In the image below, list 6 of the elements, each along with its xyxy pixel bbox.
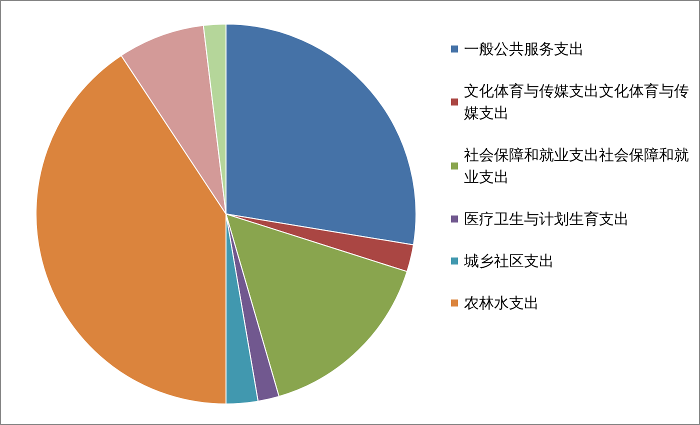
- legend-label: 医疗卫生与计划生育支出: [464, 210, 629, 228]
- legend-label: 城乡社区支出: [463, 252, 554, 270]
- legend-label: 农林水支出: [464, 294, 539, 312]
- legend-label: 社会保障和就业支出社会保障和就业支出: [464, 146, 689, 186]
- legend-label: 文化体育与传媒支出文化体育与传媒支出: [464, 82, 689, 122]
- legend-label: 一般公共服务支出: [464, 40, 584, 58]
